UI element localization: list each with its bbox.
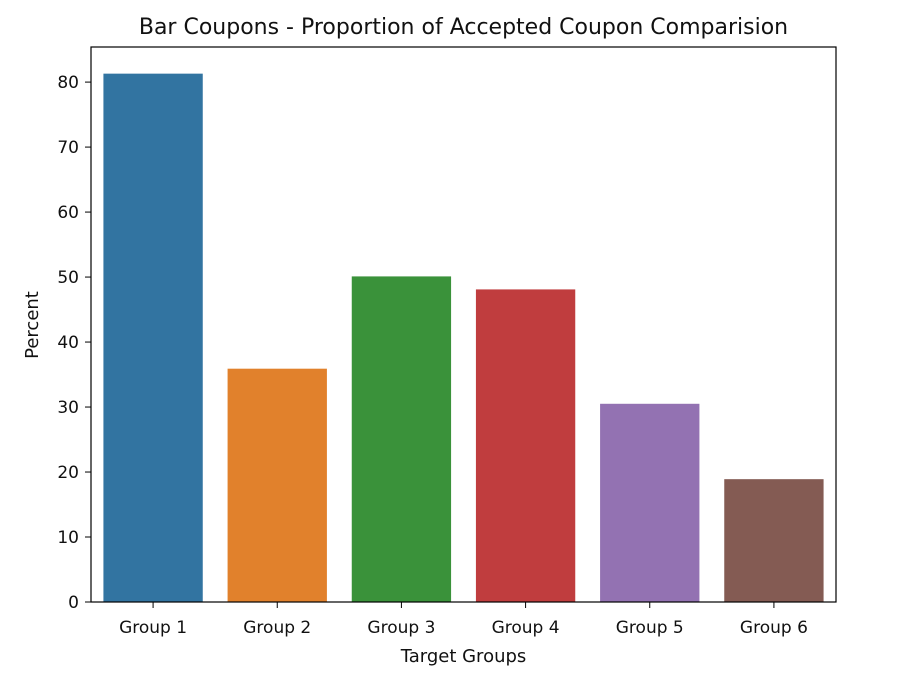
bar-group-4 — [475, 289, 576, 602]
bar-group-2 — [227, 368, 327, 602]
x-tick-label: Group 2 — [243, 618, 311, 638]
y-tick-label: 30 — [57, 398, 79, 418]
bar-group-6 — [724, 479, 824, 602]
x-tick-label: Group 4 — [492, 618, 560, 638]
chart-title: Bar Coupons - Proportion of Accepted Cou… — [139, 15, 788, 40]
y-tick-label: 40 — [57, 333, 79, 353]
y-tick-label: 50 — [57, 268, 79, 288]
y-tick-label: 80 — [57, 73, 79, 93]
bar-group-1 — [103, 73, 203, 602]
y-tick-label: 70 — [57, 138, 79, 158]
y-axis-ticks: 0 10 20 30 40 50 60 70 80 — [57, 73, 91, 613]
y-tick-label: 10 — [57, 528, 79, 548]
y-tick-label: 20 — [57, 463, 79, 483]
plot-frame — [90, 46, 837, 603]
x-tick-label: Group 6 — [740, 618, 808, 638]
y-tick-label: 60 — [57, 203, 79, 223]
bar-group-5 — [600, 403, 700, 602]
bars-group — [103, 73, 824, 602]
x-tick-label: Group 1 — [119, 618, 187, 638]
x-axis-ticks: Group 1 Group 2 Group 3 Group 4 Group 5 Group… — [119, 602, 808, 638]
x-tick-label: Group 5 — [616, 618, 684, 638]
bar-group-3 — [351, 276, 452, 602]
x-axis-label: Target Groups — [400, 646, 527, 667]
y-axis-label: Percent — [22, 291, 43, 359]
x-tick-label: Group 3 — [367, 618, 435, 638]
y-tick-label: 0 — [68, 593, 79, 613]
